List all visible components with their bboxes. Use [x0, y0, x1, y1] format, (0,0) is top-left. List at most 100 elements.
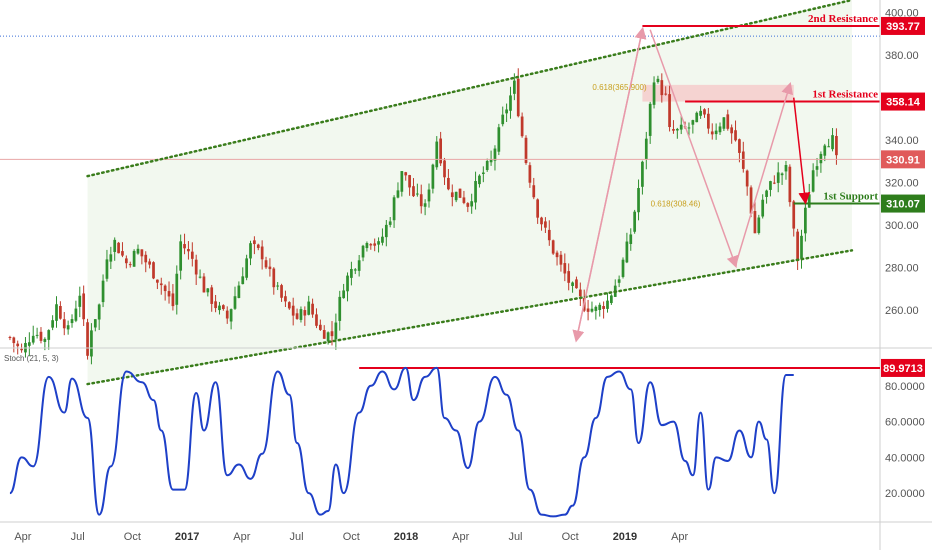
price-tick-label[interactable]: 260.00 [885, 305, 919, 317]
candle-body [202, 276, 206, 293]
candle-body [66, 325, 70, 330]
candle-body [35, 334, 39, 336]
candle-body [361, 245, 365, 258]
candle-body [466, 203, 470, 207]
candle-body [703, 109, 706, 115]
candle-body [835, 135, 838, 156]
candle-body [322, 330, 326, 339]
candle-body [140, 249, 144, 257]
candle-body [524, 137, 528, 164]
time-tick-label[interactable]: Apr [233, 531, 250, 543]
time-tick-label[interactable]: 2019 [613, 531, 637, 543]
candle-body [571, 282, 574, 286]
candle-body [633, 211, 637, 232]
candle-body [594, 306, 598, 311]
indicator-axis-ticks[interactable]: 20.0000 40.0000 60.0000 80.0000 [885, 381, 925, 500]
candle-body [602, 306, 605, 309]
1st-resistance-label: 1st Resistance [812, 89, 878, 101]
candle-body [233, 296, 237, 309]
time-tick-label[interactable]: Apr [671, 531, 688, 543]
candle-body [544, 221, 547, 228]
candle-body [726, 114, 730, 129]
price-tick-label[interactable]: 320.00 [885, 177, 919, 189]
candle-body [128, 264, 132, 266]
candle-body [291, 305, 295, 316]
2nd-resistance-tag-text: 393.77 [886, 21, 920, 33]
indicator-tick-label[interactable]: 80.0000 [885, 381, 925, 393]
candle-body [741, 151, 745, 169]
candle-body [769, 181, 772, 190]
price-tick-label[interactable]: 340.00 [885, 135, 919, 147]
candle-body [427, 189, 431, 202]
candle-body [656, 78, 660, 82]
candle-body [241, 276, 245, 285]
candle-body [194, 259, 198, 275]
candle-body [660, 80, 664, 96]
candle-body [474, 181, 477, 203]
time-tick-label[interactable]: Oct [124, 531, 141, 543]
time-tick-label[interactable]: Jul [508, 531, 522, 543]
time-tick-label[interactable]: Apr [452, 531, 469, 543]
price-axis-ticks[interactable]: 260.00 280.00 300.00 320.00 340.00 380.00 400.… [885, 8, 919, 317]
candle-body [268, 266, 272, 270]
resistance-zone [642, 84, 794, 102]
candle-body [93, 319, 97, 328]
candle-body [295, 313, 299, 319]
candle-body [547, 229, 551, 241]
candle-body [776, 172, 780, 183]
candle-body [179, 241, 183, 271]
time-tick-label[interactable]: 2018 [394, 531, 418, 543]
time-axis-ticks[interactable]: Apr Jul Oct 2017 Apr Jul Oct 2018 Apr Jul Oct 2019 A… [14, 531, 688, 543]
candle-body [136, 248, 140, 254]
time-tick-label[interactable]: Oct [562, 531, 579, 543]
candle-body [792, 201, 796, 229]
time-tick-label[interactable]: Jul [71, 531, 85, 543]
candle-body [74, 308, 78, 321]
candle-body [272, 268, 276, 288]
forecast-arrow [792, 97, 811, 205]
stochastic-line [8, 366, 880, 518]
candle-body [373, 243, 377, 246]
time-tick-label[interactable]: Apr [14, 531, 31, 543]
indicator-tick-label[interactable]: 20.0000 [885, 488, 925, 500]
candle-body [423, 203, 427, 207]
price-tick-label[interactable]: 400.00 [885, 8, 919, 20]
candle-body [800, 235, 803, 259]
candle-body [396, 190, 400, 198]
price-tick-label[interactable]: 280.00 [885, 262, 919, 274]
indicator-tick-label[interactable]: 40.0000 [885, 452, 925, 464]
candle-body [16, 343, 20, 347]
2nd-resistance-tag-bg [881, 16, 925, 35]
2nd-resistance-tag: 393.77 [881, 16, 925, 35]
candle-body [745, 170, 749, 187]
candle-body [707, 113, 710, 129]
candle-body [823, 145, 827, 156]
indicator-tick-label[interactable]: 60.0000 [885, 417, 925, 429]
candle-body [443, 160, 446, 178]
price-tick-label[interactable]: 300.00 [885, 220, 919, 232]
candle-body [528, 165, 532, 183]
projection-arrow [649, 29, 739, 269]
candle-body [807, 194, 811, 208]
time-tick-label[interactable]: 2017 [175, 531, 199, 543]
candle-body [804, 207, 807, 234]
candle-body [346, 275, 349, 292]
time-tick-label[interactable]: Oct [343, 531, 360, 543]
candle-body [159, 283, 163, 286]
candle-body [388, 221, 392, 225]
candle-body [105, 259, 109, 279]
candle-body [439, 138, 442, 164]
candle-body [299, 309, 303, 320]
candle-body [357, 260, 361, 271]
candle-body [718, 126, 722, 133]
candle-body [148, 261, 151, 265]
price-tick-label[interactable]: 380.00 [885, 50, 919, 62]
stoch-k-line [8, 366, 794, 518]
candle-body [586, 308, 590, 312]
candle-body [641, 161, 644, 187]
candle-body [598, 304, 602, 311]
candle-body [350, 268, 353, 278]
candle-body [307, 301, 311, 315]
time-tick-label[interactable]: Jul [290, 531, 304, 543]
